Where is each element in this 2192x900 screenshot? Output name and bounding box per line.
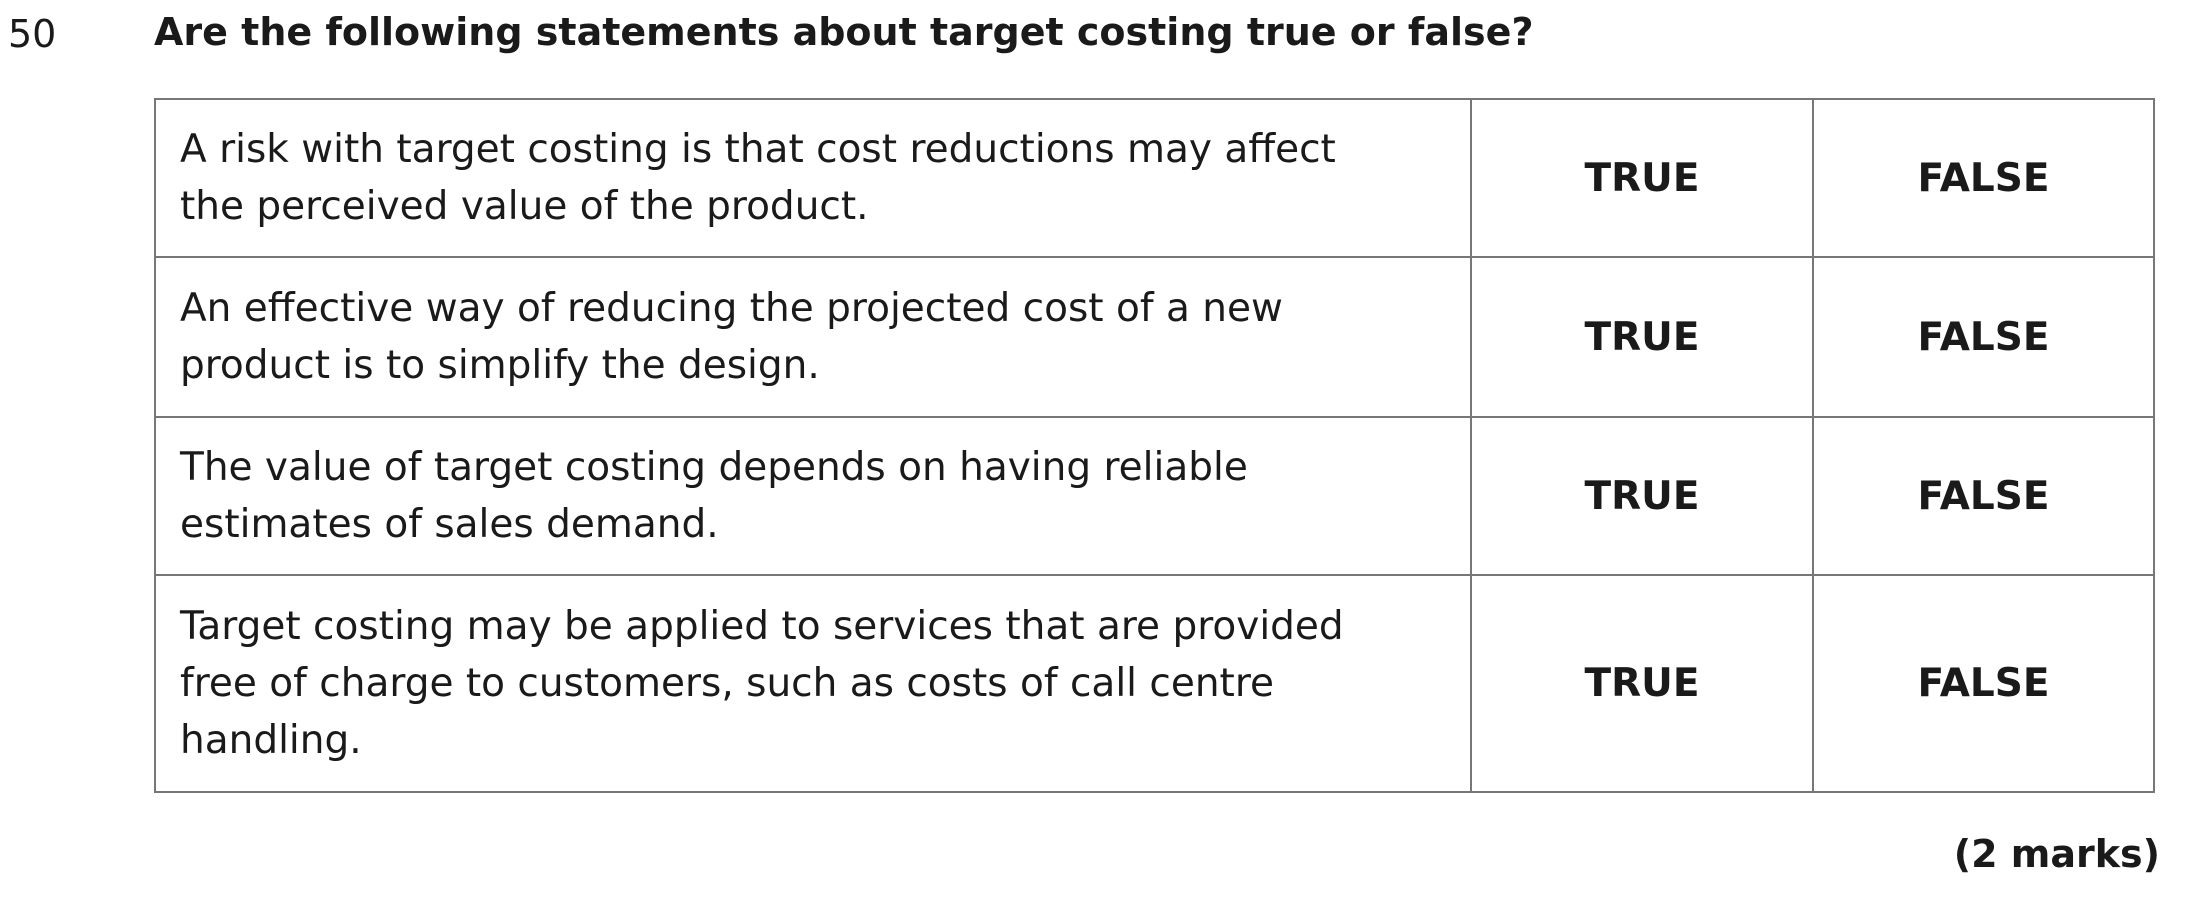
statement: A risk with target costing is that cost … [154,98,1472,258]
statement: The value of target costing depends on h… [154,416,1472,576]
statement-row: An effective way of reducing the project… [154,256,2155,418]
question-text: Are the following statements about targe… [154,10,1534,54]
answer-option[interactable]: FALSE [1812,416,2155,576]
answer-option[interactable]: TRUE [1470,574,1814,793]
marks: (2 marks) [1953,832,2160,876]
statement-row: Target costing may be applied to service… [154,574,2155,793]
statements-table: A risk with target costing is that cost … [154,98,2155,793]
answer-option[interactable]: TRUE [1470,416,1814,576]
answer-option[interactable]: FALSE [1812,98,2155,258]
answer-option[interactable]: TRUE [1470,256,1814,418]
statement-row: The value of target costing depends on h… [154,416,2155,576]
statement-row: A risk with target costing is that cost … [154,98,2155,258]
answer-option[interactable]: FALSE [1812,574,2155,793]
answer-option[interactable]: TRUE [1470,98,1814,258]
question-number: 50 [8,12,57,56]
answer-option[interactable]: FALSE [1812,256,2155,418]
statement: An effective way of reducing the project… [154,256,1472,418]
statement: Target costing may be applied to service… [154,574,1472,793]
